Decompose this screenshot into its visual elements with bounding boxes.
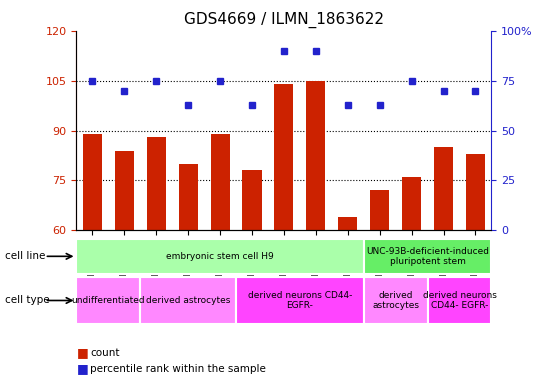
Text: UNC-93B-deficient-induced
pluripotent stem: UNC-93B-deficient-induced pluripotent st… (366, 247, 489, 266)
Bar (402, 177, 421, 230)
Bar (147, 137, 166, 230)
Bar (211, 134, 230, 230)
Title: GDS4669 / ILMN_1863622: GDS4669 / ILMN_1863622 (184, 12, 384, 28)
Bar (306, 81, 325, 230)
Bar (364, 239, 491, 274)
Bar (428, 277, 491, 323)
Bar (338, 217, 357, 230)
Bar (140, 277, 236, 323)
Bar (274, 84, 294, 230)
Text: ■: ■ (76, 346, 88, 359)
Bar (434, 147, 453, 230)
Text: derived
astrocytes: derived astrocytes (372, 291, 419, 310)
Bar (76, 277, 140, 323)
Text: cell line: cell line (5, 251, 46, 261)
Bar (466, 154, 485, 230)
Text: derived neurons
CD44- EGFR-: derived neurons CD44- EGFR- (423, 291, 496, 310)
Bar (115, 151, 134, 230)
Bar (364, 277, 428, 323)
Bar (83, 134, 102, 230)
Text: count: count (90, 348, 120, 358)
Text: derived astrocytes: derived astrocytes (146, 296, 230, 305)
Text: derived neurons CD44-
EGFR-: derived neurons CD44- EGFR- (248, 291, 352, 310)
Bar (236, 277, 364, 323)
Text: embryonic stem cell H9: embryonic stem cell H9 (166, 252, 274, 261)
Text: percentile rank within the sample: percentile rank within the sample (90, 364, 266, 374)
Bar (242, 170, 262, 230)
Text: ■: ■ (76, 362, 88, 375)
Bar (76, 239, 364, 274)
Bar (179, 164, 198, 230)
Text: cell type: cell type (5, 295, 50, 305)
Text: undifferentiated: undifferentiated (72, 296, 145, 305)
Bar (370, 190, 389, 230)
